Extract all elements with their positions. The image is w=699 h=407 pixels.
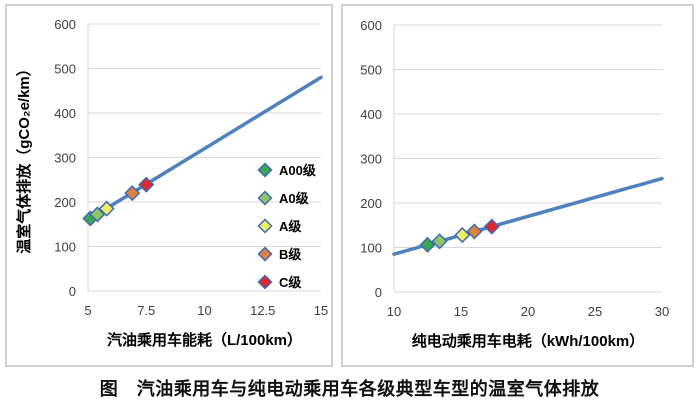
data-point-A00级 [419, 236, 436, 253]
figure-caption: 图 汽油乘用车与纯电动乘用车各级典型车型的温室气体排放 [99, 379, 600, 399]
legend-label: A级 [279, 219, 302, 234]
x-tick-label: 5 [84, 303, 91, 318]
x-tick-label: 12.5 [250, 303, 275, 318]
y-tick-label: 300 [360, 152, 382, 167]
legend-marker-A00级 [257, 162, 273, 178]
legend-label: B级 [279, 247, 302, 262]
x-tick-label: 20 [521, 304, 535, 319]
legend-item: A0级 [257, 190, 310, 206]
x-tick-label: 25 [588, 304, 602, 319]
data-point-B级 [466, 223, 483, 240]
trend-line [86, 75, 323, 222]
left-chart-panel: 0 100 200 300 400 500 600 5 7.5 10 12.5 15 汽油乘用车能耗（L… [5, 4, 333, 367]
data-point-C级 [483, 218, 500, 235]
y-tick-label: 600 [360, 18, 382, 33]
legend-item: B级 [257, 246, 302, 262]
x-tick-label: 15 [454, 304, 468, 319]
legend-item: A级 [257, 218, 302, 234]
data-point-A级 [98, 200, 115, 217]
panel-border [5, 4, 333, 367]
right-chart-panel: 0 100 200 300 400 500 600 10 15 20 25 30 纯电动乘用车电耗（kW… [341, 4, 694, 367]
x-axis-label: 纯电动乘用车电耗（kWh/100km） [412, 332, 645, 350]
y-tick-label: 400 [360, 107, 382, 122]
y-tick-label: 500 [54, 62, 76, 77]
y-tick-label: 100 [360, 241, 382, 256]
y-tick-label: 100 [54, 240, 76, 255]
x-tick-label: 30 [655, 304, 669, 319]
y-axis-label: 温室气体排放（gCO₂e/km） [15, 61, 33, 254]
legend-label: A0级 [279, 191, 310, 206]
x-tick-label: 10 [387, 304, 401, 319]
legend-marker-A级 [257, 218, 273, 234]
y-tick-label: 200 [360, 196, 382, 211]
data-point-A级 [454, 226, 471, 244]
y-tick-label: 600 [54, 17, 76, 32]
data-point-B级 [124, 185, 141, 202]
legend-marker-C级 [257, 274, 273, 290]
x-tick-label: 15 [314, 303, 328, 318]
y-tick-label: 500 [360, 63, 382, 78]
y-tick-label: 0 [375, 285, 382, 300]
y-tick-label: 300 [54, 151, 76, 166]
electric-car-chart: 0 100 200 300 400 500 600 10 15 20 25 30 纯电动乘用车电耗（kW… [341, 4, 694, 367]
legend-item: A00级 [257, 162, 317, 178]
y-tick-label: 400 [54, 106, 76, 121]
legend-marker-B级 [257, 246, 273, 262]
x-axis-label: 汽油乘用车能耗（L/100km） [107, 331, 302, 349]
data-point-A0级 [431, 233, 448, 250]
data-point-C级 [138, 176, 155, 193]
x-tick-label: 7.5 [137, 303, 155, 318]
data-point-A0级 [89, 206, 106, 223]
legend: A00级 A0级 A级 B级 C级 [257, 162, 317, 290]
legend-item: C级 [257, 274, 302, 290]
y-tick-label: 0 [69, 284, 76, 299]
y-tick-label: 200 [54, 195, 76, 210]
legend-marker-A0级 [257, 190, 273, 206]
x-tick-label: 10 [197, 303, 211, 318]
legend-label: C级 [279, 275, 302, 290]
legend-label: A00级 [279, 163, 317, 178]
gasoline-car-chart: 0 100 200 300 400 500 600 5 7.5 10 12.5 15 汽油乘用车能耗（L… [5, 4, 333, 367]
